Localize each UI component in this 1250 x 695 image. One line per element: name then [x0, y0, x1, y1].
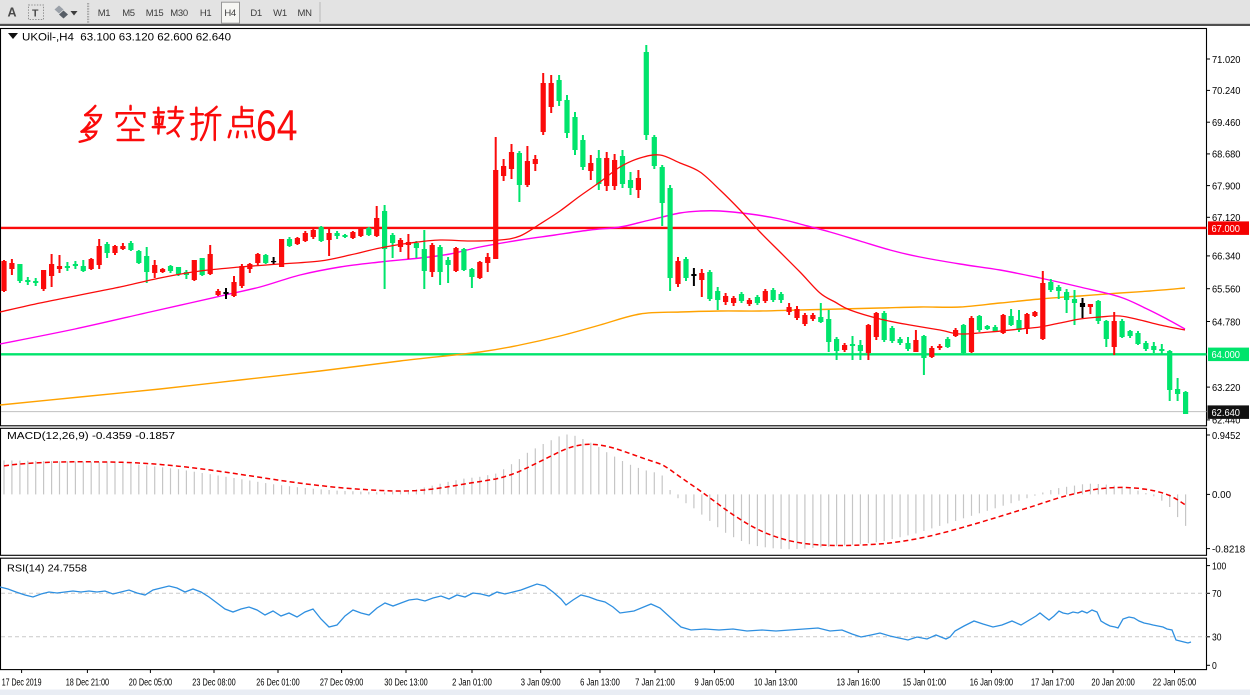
svg-text:20 Dec 05:00: 20 Dec 05:00 [129, 678, 173, 689]
svg-text:M15: M15 [146, 8, 164, 19]
svg-text:27 Dec 09:00: 27 Dec 09:00 [320, 678, 364, 689]
svg-text:-0.8218: -0.8218 [1212, 543, 1245, 555]
svg-text:MACD(12,26,9) -0.4359 -0.1857: MACD(12,26,9) -0.4359 -0.1857 [7, 430, 175, 442]
svg-text:62.640: 62.640 [1212, 407, 1241, 419]
svg-text:D1: D1 [250, 8, 262, 19]
svg-text:H1: H1 [200, 8, 212, 19]
svg-text:9 Jan 05:00: 9 Jan 05:00 [695, 678, 735, 689]
svg-text:30: 30 [1212, 632, 1222, 644]
svg-text:RSI(14) 24.7558: RSI(14) 24.7558 [7, 563, 87, 575]
svg-text:15 Jan 01:00: 15 Jan 01:00 [903, 678, 947, 689]
svg-text:18 Dec 21:00: 18 Dec 21:00 [66, 678, 110, 689]
svg-text:UKOil-,H4 63.100 63.120 62.60: UKOil-,H4 63.100 63.120 62.600 62.640 [22, 32, 231, 44]
svg-text:10 Jan 13:00: 10 Jan 13:00 [754, 678, 798, 689]
svg-text:20 Jan 20:00: 20 Jan 20:00 [1091, 678, 1135, 689]
svg-text:100: 100 [1212, 560, 1226, 572]
svg-text:M1: M1 [98, 8, 111, 19]
svg-text:64: 64 [256, 102, 298, 151]
svg-text:71.020: 71.020 [1212, 54, 1241, 66]
svg-text:13 Jan 16:00: 13 Jan 16:00 [837, 678, 881, 689]
svg-text:7 Jan 21:00: 7 Jan 21:00 [635, 678, 675, 689]
svg-text:0: 0 [1212, 660, 1217, 672]
svg-text:26 Dec 01:00: 26 Dec 01:00 [256, 678, 300, 689]
svg-text:70.240: 70.240 [1212, 85, 1241, 97]
svg-text:66.340: 66.340 [1212, 251, 1241, 263]
svg-text:67.120: 67.120 [1212, 212, 1241, 224]
svg-text:M30: M30 [170, 8, 188, 19]
svg-text:3 Jan 09:00: 3 Jan 09:00 [521, 678, 561, 689]
svg-text:30 Dec 13:00: 30 Dec 13:00 [384, 678, 428, 689]
svg-text:16 Jan 09:00: 16 Jan 09:00 [970, 678, 1014, 689]
svg-text:MN: MN [298, 8, 313, 19]
svg-text:64.780: 64.780 [1212, 316, 1241, 328]
svg-text:W1: W1 [273, 8, 287, 19]
svg-text:68.680: 68.680 [1212, 149, 1241, 161]
svg-text:H4: H4 [224, 8, 236, 19]
svg-text:65.560: 65.560 [1212, 284, 1241, 296]
svg-text:23 Dec 08:00: 23 Dec 08:00 [192, 678, 236, 689]
svg-text:22 Jan 05:00: 22 Jan 05:00 [1153, 678, 1197, 689]
svg-text:A: A [8, 6, 17, 20]
svg-text:M5: M5 [122, 8, 135, 19]
svg-text:67.900: 67.900 [1212, 180, 1241, 192]
svg-text:2 Jan 01:00: 2 Jan 01:00 [452, 678, 492, 689]
svg-text:17 Dec 2019: 17 Dec 2019 [2, 678, 42, 689]
svg-text:17 Jan 17:00: 17 Jan 17:00 [1031, 678, 1075, 689]
svg-text:67.000: 67.000 [1212, 223, 1241, 235]
svg-text:63.220: 63.220 [1212, 382, 1241, 394]
svg-text:0.00: 0.00 [1212, 489, 1231, 501]
svg-text:64.000: 64.000 [1212, 349, 1241, 361]
svg-text:69.460: 69.460 [1212, 117, 1241, 129]
svg-text:6 Jan 13:00: 6 Jan 13:00 [580, 678, 620, 689]
svg-text:T: T [32, 8, 39, 20]
svg-text:70: 70 [1212, 588, 1222, 600]
svg-text:0.9452: 0.9452 [1212, 430, 1241, 442]
